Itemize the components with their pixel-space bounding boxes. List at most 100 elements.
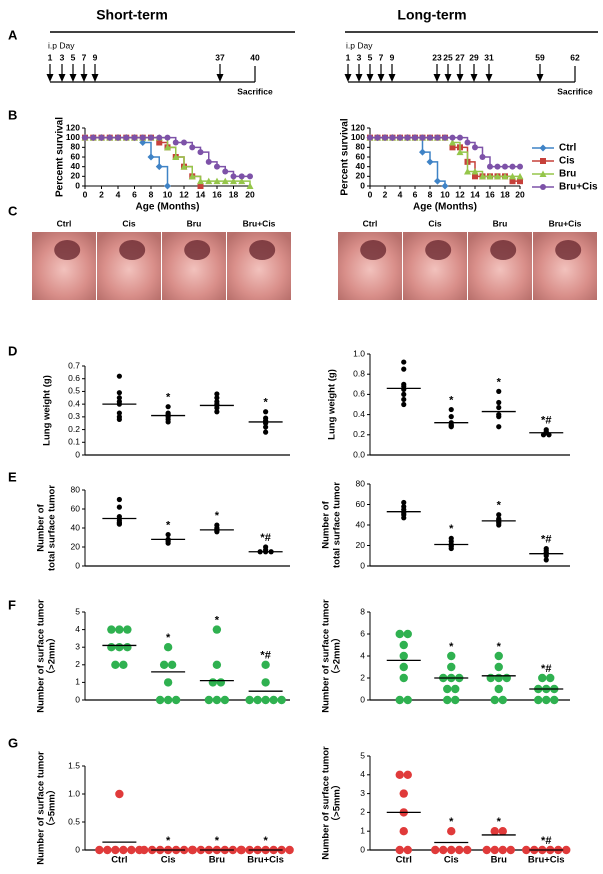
x-tick-label: 2 <box>99 189 104 199</box>
y-tick-label: 1 <box>360 825 365 835</box>
data-point <box>165 419 171 425</box>
data-point <box>401 396 407 403</box>
y-axis-title: （>5mm） <box>331 780 343 827</box>
arrow-head <box>536 74 544 82</box>
marker <box>449 134 456 141</box>
x-tick-label: Ctrl <box>111 855 127 866</box>
panel-label: E <box>8 469 17 484</box>
lung-lobe <box>425 240 452 260</box>
marker <box>181 139 187 146</box>
arrow-head <box>46 74 54 82</box>
data-point <box>496 388 502 394</box>
data-point <box>188 845 198 855</box>
x-tick-label: 18 <box>229 189 239 199</box>
data-point <box>546 673 555 683</box>
data-point <box>401 401 407 408</box>
y-tick-label: 60 <box>71 503 81 513</box>
marker <box>509 178 516 185</box>
x-axis-title: Age (Months) <box>413 202 477 213</box>
marker <box>382 134 388 141</box>
photo-label: Ctrl <box>57 218 72 228</box>
marker <box>419 134 426 141</box>
data-point <box>116 496 122 503</box>
data-point <box>448 545 454 552</box>
data-point <box>171 695 181 705</box>
y-axis-title: Number of <box>321 500 332 548</box>
data-point <box>447 651 456 661</box>
marker <box>456 148 464 156</box>
marker <box>230 177 237 185</box>
lung-lobe <box>555 240 582 260</box>
y-axis-title: Lung weight (g) <box>327 369 338 440</box>
day-label: 23 <box>432 52 442 62</box>
legend-marker <box>540 184 546 190</box>
significance: * <box>215 835 220 847</box>
data-point <box>522 845 531 855</box>
legend-label: Cis <box>559 156 575 167</box>
y-tick-label: 2 <box>360 672 365 682</box>
marker <box>397 134 403 141</box>
y-tick-label: 3 <box>75 641 80 651</box>
y-tick-label: 6 <box>360 628 365 638</box>
data-point <box>116 410 122 416</box>
y-axis-title: Lung weight (g) <box>42 375 53 446</box>
y-tick-label: 0 <box>360 844 365 854</box>
data-point <box>399 662 408 672</box>
marker <box>501 172 509 180</box>
data-point <box>448 406 454 413</box>
significance: *# <box>541 415 551 427</box>
y-tick-label: 100 <box>66 132 80 142</box>
data-point <box>208 678 218 687</box>
data-point <box>107 643 116 652</box>
x-tick-label: 16 <box>485 189 495 199</box>
marker <box>164 134 171 141</box>
marker <box>156 139 163 146</box>
arrow-head <box>58 74 66 82</box>
x-tick-label: 4 <box>398 189 403 199</box>
arrow-head <box>470 74 478 82</box>
y-tick-label: 0.4 <box>68 398 80 408</box>
data-point <box>127 845 136 855</box>
day-label: 9 <box>93 52 98 62</box>
photo-label: Cis <box>428 218 442 228</box>
marker <box>222 168 229 175</box>
marker <box>197 183 204 189</box>
significance: * <box>449 523 454 535</box>
marker <box>82 134 88 141</box>
data-point <box>399 640 408 650</box>
data-point <box>285 845 294 855</box>
data-point <box>431 845 440 855</box>
x-tick-label: 12 <box>455 189 465 199</box>
y-tick-label: 120 <box>351 122 365 132</box>
data-point <box>159 660 169 669</box>
data-point <box>395 629 404 639</box>
survival-curve <box>85 136 169 186</box>
x-axis-title: Age (Months) <box>136 202 200 213</box>
day-label: 9 <box>390 52 395 62</box>
data-point <box>263 424 269 430</box>
marker <box>139 139 147 146</box>
lung-lobe <box>119 240 146 260</box>
arrow-head <box>366 74 374 82</box>
data-point <box>498 695 507 705</box>
marker <box>147 153 155 161</box>
y-tick-label: 0.0 <box>353 449 365 459</box>
data-point <box>401 515 407 521</box>
y-tick-label: 40 <box>71 522 81 532</box>
end-day: 40 <box>250 52 260 62</box>
marker <box>502 163 508 170</box>
marker <box>374 134 381 141</box>
y-tick-label: 80 <box>356 478 366 488</box>
data-point <box>448 414 454 420</box>
x-tick-label: Bru+Cis <box>528 855 565 866</box>
data-point <box>155 695 165 705</box>
x-tick-label: 10 <box>163 189 173 199</box>
data-point <box>245 695 254 705</box>
significance: *# <box>541 663 551 675</box>
data-point <box>490 827 499 836</box>
marker <box>509 163 516 170</box>
significance: * <box>166 520 171 532</box>
data-point <box>490 845 499 855</box>
data-point <box>111 845 120 855</box>
lung-lobe <box>54 240 81 260</box>
